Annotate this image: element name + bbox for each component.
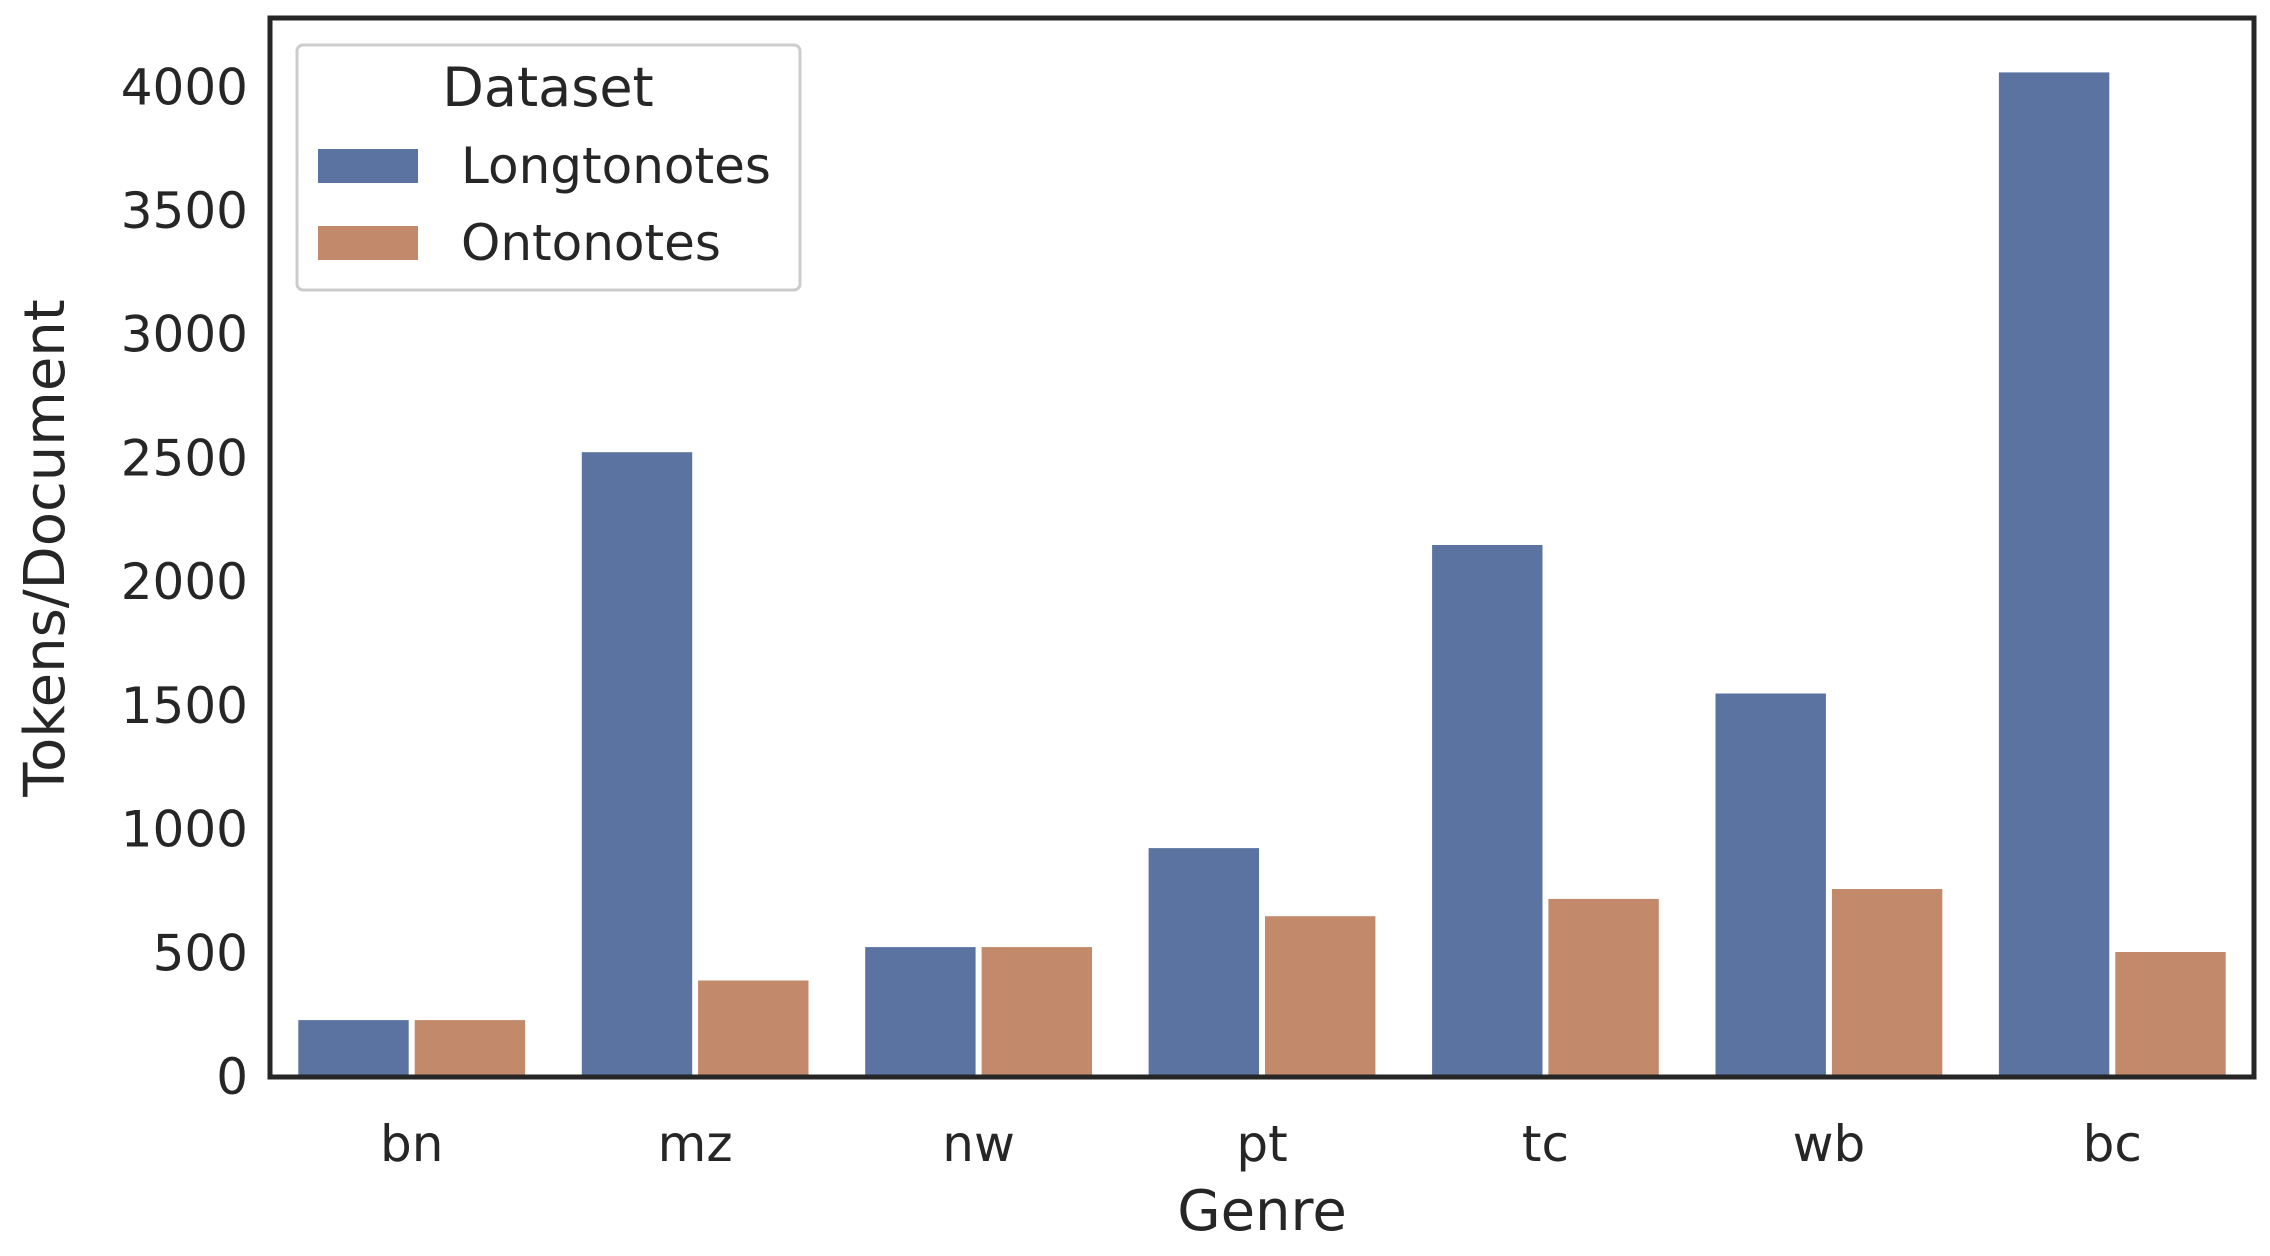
y-axis-label: Tokens/Document	[13, 299, 78, 798]
y-tick-label: 2500	[121, 429, 248, 487]
x-tick-label-wb: wb	[1793, 1115, 1866, 1173]
bar-longtonotes-mz	[581, 452, 693, 1077]
bar-longtonotes-pt	[1148, 848, 1259, 1077]
bar-longtonotes-bn	[298, 1020, 409, 1077]
bar-ontonotes-nw	[981, 947, 1092, 1077]
axis-layer: 0 500 1000 1500 2000 2500 3000 3500 4000 bn mz nw p…	[13, 15, 2257, 1244]
y-tick-label: 1500	[121, 677, 248, 735]
x-tick-label-pt: pt	[1236, 1115, 1287, 1173]
plot-frame	[267, 15, 2257, 1080]
bars-layer	[298, 72, 2226, 1077]
bar-ontonotes-wb	[1831, 889, 1943, 1077]
y-tick-labels: 0 500 1000 1500 2000 2500 3000 3500 4000	[121, 58, 248, 1106]
y-tick-label: 4000	[121, 58, 248, 116]
legend-label-longtonotes: Longtonotes	[461, 137, 771, 195]
x-tick-label-bn: bn	[380, 1115, 443, 1173]
legend: Dataset Longtonotes Ontonotes	[295, 43, 802, 292]
y-tick-label: 0	[216, 1048, 248, 1106]
x-tick-label-mz: mz	[658, 1115, 733, 1173]
y-tick-label: 1000	[121, 801, 248, 859]
y-tick-label: 2000	[121, 553, 248, 611]
bar-ontonotes-tc	[1548, 898, 1659, 1077]
bar-ontonotes-mz	[698, 980, 809, 1077]
bar-longtonotes-wb	[1715, 693, 1826, 1077]
y-tick-label: 3000	[121, 306, 248, 364]
legend-swatch-ontonotes	[318, 226, 418, 260]
bar-longtonotes-bc	[1998, 72, 2110, 1077]
x-tick-label-tc: tc	[1522, 1115, 1569, 1173]
legend-box	[295, 43, 802, 292]
bar-ontonotes-bn	[414, 1020, 526, 1077]
x-tick-label-nw: nw	[942, 1115, 1015, 1173]
bar-ontonotes-bc	[2115, 952, 2226, 1077]
x-axis-label: Genre	[1177, 1179, 1347, 1244]
legend-title: Dataset	[442, 56, 653, 119]
x-tick-label-bc: bc	[2083, 1115, 2142, 1173]
y-tick-label: 500	[153, 924, 248, 982]
x-tick-labels: bn mz nw pt tc wb bc	[380, 1115, 2142, 1173]
bar-longtonotes-tc	[1432, 545, 1543, 1077]
legend-label-ontonotes: Ontonotes	[461, 214, 721, 272]
bar-longtonotes-nw	[865, 947, 976, 1077]
bar-ontonotes-pt	[1265, 916, 1376, 1077]
y-tick-label: 3500	[121, 182, 248, 240]
legend-swatch-longtonotes	[318, 149, 418, 183]
